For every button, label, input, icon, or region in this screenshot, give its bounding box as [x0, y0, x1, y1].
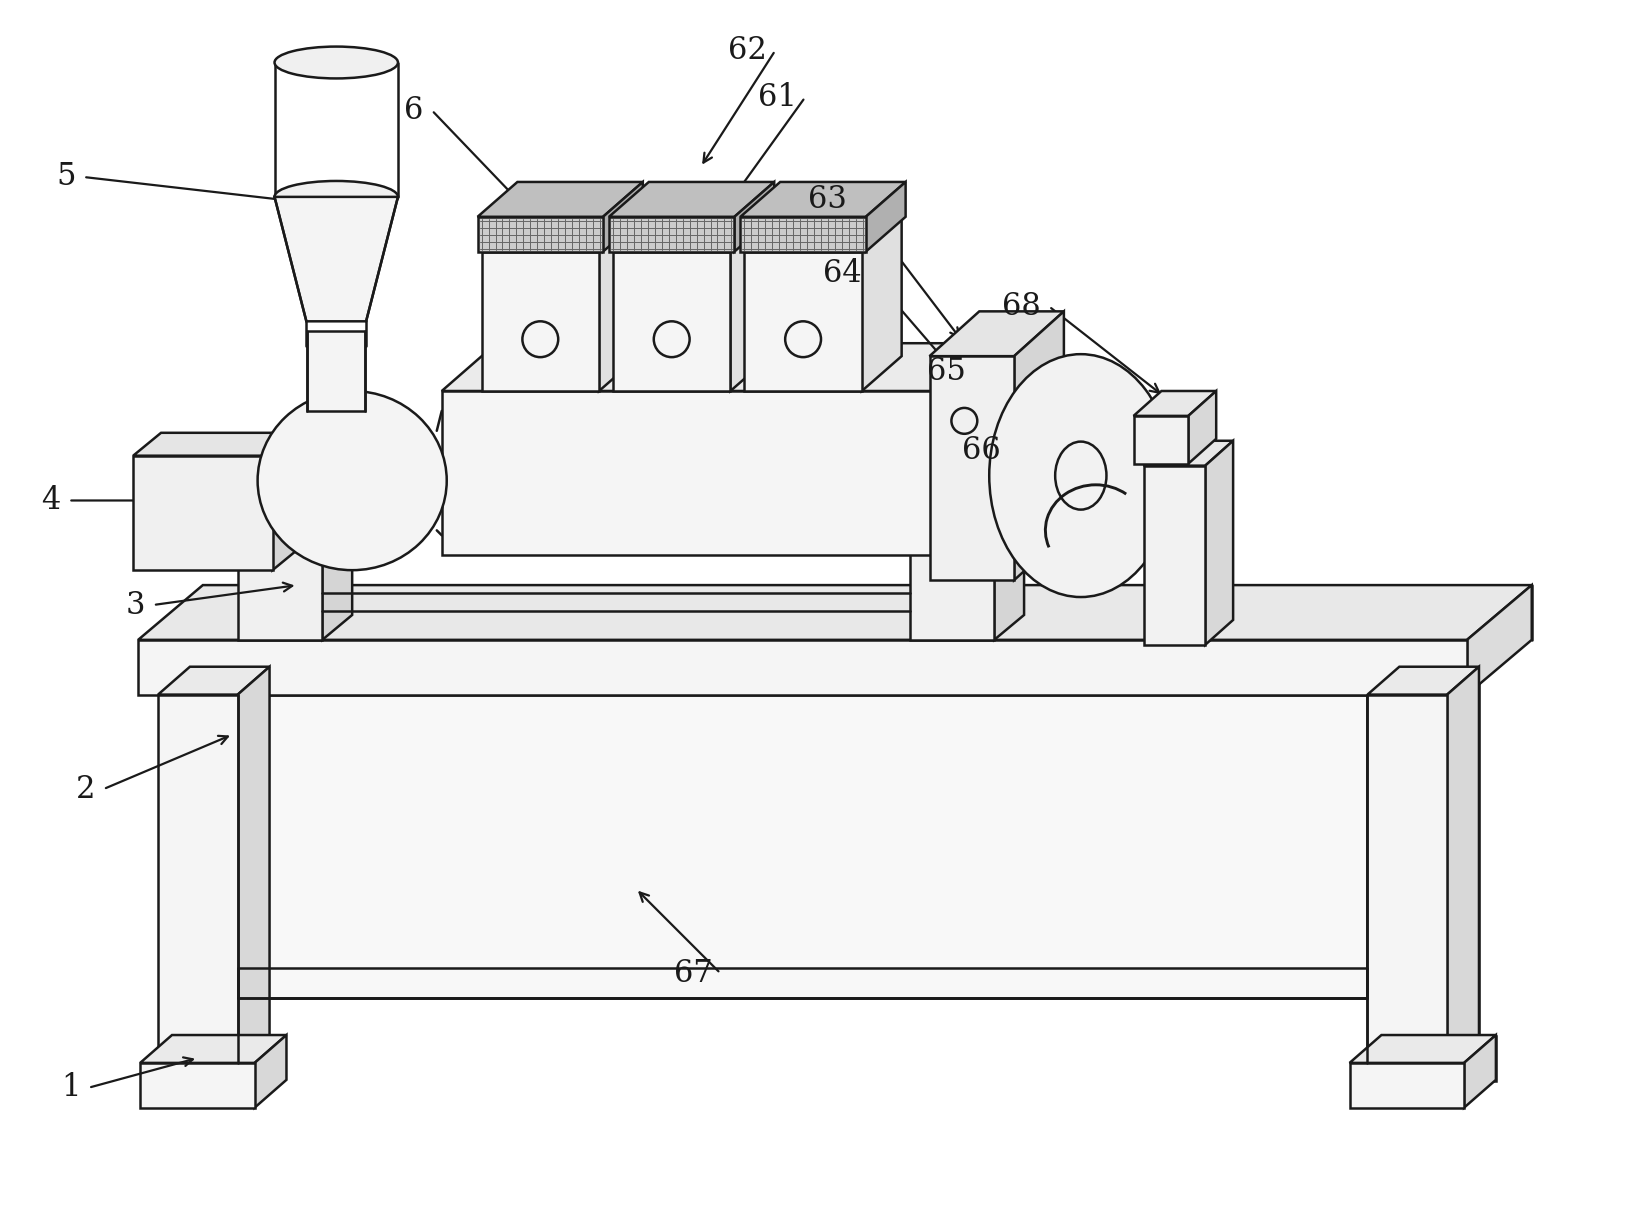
Polygon shape — [734, 182, 774, 251]
Polygon shape — [1134, 391, 1216, 416]
Polygon shape — [138, 639, 1467, 695]
Text: 5: 5 — [56, 161, 76, 193]
Polygon shape — [599, 217, 639, 391]
Ellipse shape — [275, 181, 398, 212]
Polygon shape — [744, 251, 863, 391]
Text: 2: 2 — [76, 774, 95, 804]
Polygon shape — [602, 182, 644, 251]
Polygon shape — [477, 217, 602, 251]
Polygon shape — [140, 1035, 286, 1063]
Polygon shape — [1368, 695, 1447, 1063]
Polygon shape — [731, 217, 770, 391]
Polygon shape — [237, 520, 352, 546]
Polygon shape — [1467, 585, 1532, 695]
Polygon shape — [133, 456, 273, 570]
Polygon shape — [1205, 440, 1233, 645]
Polygon shape — [1350, 1035, 1496, 1063]
Polygon shape — [910, 520, 1024, 546]
Polygon shape — [1134, 416, 1188, 463]
Text: 3: 3 — [125, 590, 145, 621]
Polygon shape — [612, 251, 731, 391]
Polygon shape — [255, 1035, 286, 1107]
Polygon shape — [1368, 667, 1480, 695]
Polygon shape — [1350, 1063, 1463, 1107]
Polygon shape — [237, 667, 270, 1063]
Polygon shape — [273, 433, 301, 570]
Ellipse shape — [989, 354, 1172, 597]
Polygon shape — [133, 433, 301, 456]
Polygon shape — [1463, 1035, 1496, 1107]
Text: 62: 62 — [729, 35, 767, 66]
Polygon shape — [863, 217, 902, 391]
Polygon shape — [1188, 391, 1216, 463]
Polygon shape — [441, 391, 935, 556]
Polygon shape — [866, 182, 905, 251]
Text: 61: 61 — [759, 81, 797, 113]
Text: 4: 4 — [41, 485, 61, 516]
Polygon shape — [930, 312, 1063, 357]
Polygon shape — [158, 695, 237, 1063]
Polygon shape — [994, 520, 1024, 639]
Text: 63: 63 — [808, 184, 848, 216]
Polygon shape — [158, 667, 270, 695]
Polygon shape — [1399, 667, 1480, 1036]
Polygon shape — [930, 357, 1014, 580]
Polygon shape — [935, 343, 989, 556]
Polygon shape — [265, 435, 273, 556]
Text: 65: 65 — [927, 355, 966, 387]
Polygon shape — [477, 182, 644, 217]
Polygon shape — [482, 217, 639, 251]
Polygon shape — [1144, 440, 1233, 466]
Polygon shape — [744, 217, 902, 251]
Polygon shape — [1381, 1036, 1496, 1081]
Polygon shape — [323, 520, 352, 639]
Polygon shape — [1447, 667, 1480, 1063]
Polygon shape — [237, 546, 323, 639]
Text: 67: 67 — [673, 958, 713, 989]
Text: 66: 66 — [963, 435, 1001, 466]
Polygon shape — [138, 585, 1532, 639]
Polygon shape — [1144, 466, 1205, 645]
Polygon shape — [140, 1063, 255, 1107]
Polygon shape — [609, 182, 774, 217]
Ellipse shape — [275, 46, 398, 79]
Polygon shape — [308, 331, 365, 411]
Polygon shape — [1014, 312, 1063, 580]
Polygon shape — [910, 546, 994, 639]
Polygon shape — [741, 182, 905, 217]
Polygon shape — [441, 343, 989, 391]
Text: 1: 1 — [61, 1072, 81, 1104]
Text: 68: 68 — [1002, 291, 1040, 321]
Polygon shape — [237, 695, 1368, 998]
Polygon shape — [275, 197, 398, 321]
Text: 6: 6 — [405, 95, 423, 126]
Polygon shape — [482, 251, 599, 391]
Polygon shape — [741, 217, 866, 251]
Polygon shape — [609, 217, 734, 251]
Text: 64: 64 — [823, 258, 863, 289]
Ellipse shape — [258, 391, 446, 570]
Polygon shape — [612, 217, 770, 251]
